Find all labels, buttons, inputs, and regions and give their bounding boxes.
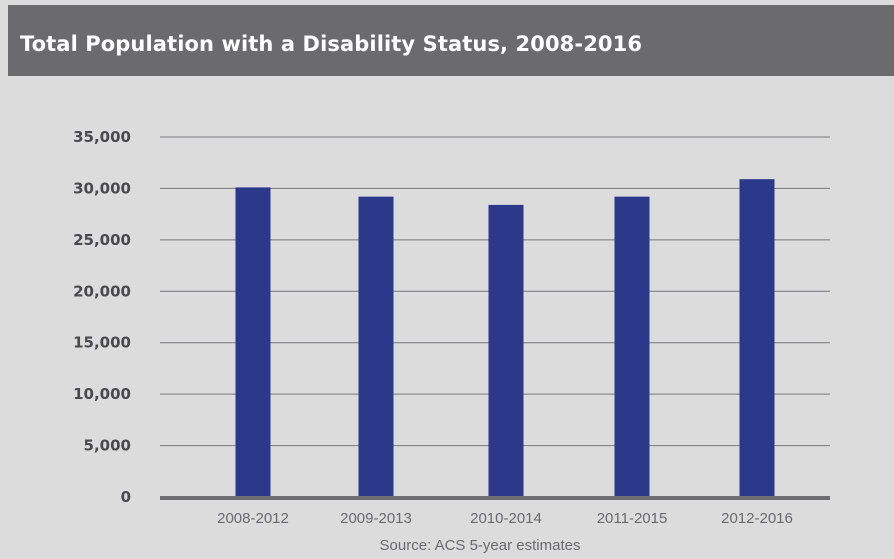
source-note: Source: ACS 5-year estimates — [380, 537, 581, 554]
x-tick-label: 2012-2016 — [721, 510, 793, 527]
bars — [235, 179, 775, 497]
y-tick-labels: 0 5,000 10,000 15,000 20,000 25,000 30,000 35,0… — [73, 128, 131, 506]
y-tick-label: 10,000 — [73, 385, 131, 403]
y-tick-label: 20,000 — [73, 282, 131, 300]
y-tick-label: 35,000 — [73, 128, 131, 146]
bar — [358, 196, 394, 497]
y-tick-label: 5,000 — [84, 437, 131, 455]
x-tick-label: 2008-2012 — [217, 510, 289, 527]
y-tick-label: 30,000 — [73, 179, 131, 197]
x-tick-label: 2010-2014 — [470, 510, 542, 527]
bar — [614, 196, 650, 497]
bar — [488, 204, 524, 497]
x-tick-labels: 2008-2012 2009-2013 2010-2014 2011-2015 2012… — [217, 510, 793, 527]
x-tick-label: 2009-2013 — [340, 510, 412, 527]
x-tick-label: 2011-2015 — [597, 510, 668, 527]
chart-header: Total Population with a Disability Statu… — [8, 5, 894, 76]
y-tick-label: 25,000 — [73, 231, 131, 249]
y-tick-label: 0 — [121, 488, 131, 506]
bar — [235, 187, 271, 497]
chart-title: Total Population with a Disability Statu… — [20, 32, 643, 56]
bar — [739, 179, 775, 497]
y-tick-label: 15,000 — [73, 334, 131, 352]
